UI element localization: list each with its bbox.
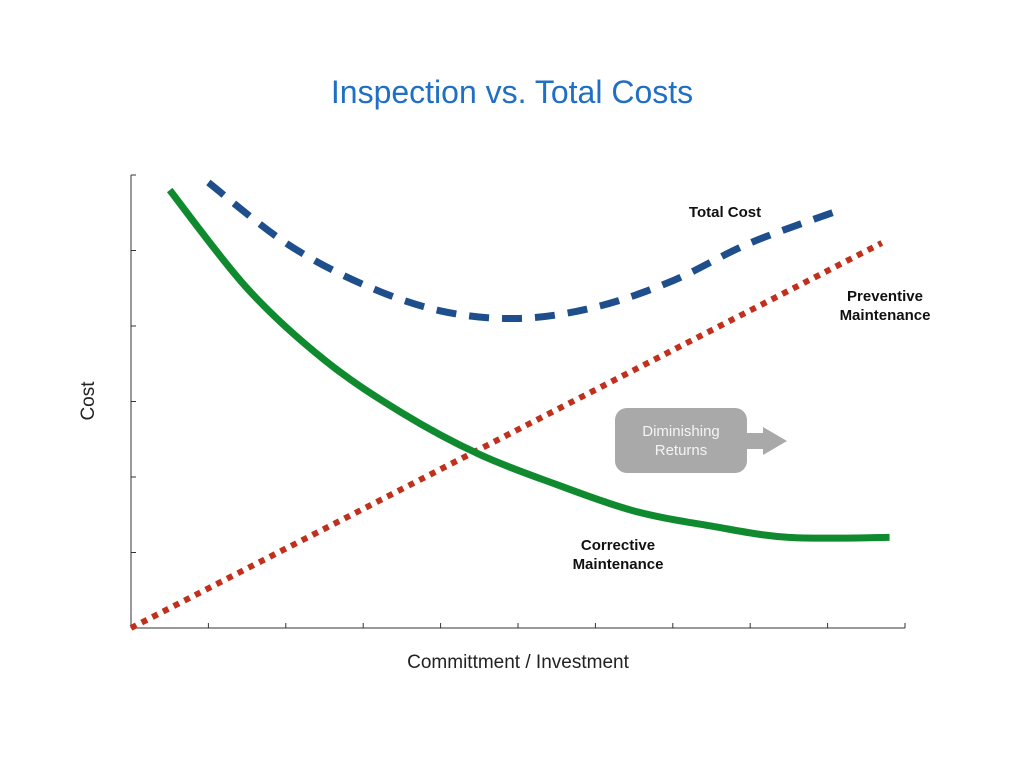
x-axis-label: Committment / Investment (407, 652, 629, 673)
series-line-total-cost (206, 179, 845, 323)
preventive-maintenance-label: Preventive Maintenance (839, 288, 931, 324)
diminishing-returns-arrow-icon (747, 427, 787, 455)
chart-title: Inspection vs. Total Costs (330, 74, 694, 110)
axes (130, 174, 906, 629)
corrective-maintenance-label: Corrective Maintenance (572, 537, 664, 573)
series-line-preventive-maintenance (129, 240, 884, 631)
diminishing-returns-box: Diminishing Returns (615, 408, 747, 473)
series-line-corrective-maintenance (166, 187, 890, 542)
y-axis-label: Cost (78, 381, 99, 421)
series-layer (129, 179, 890, 631)
total-cost-label: Total Cost (688, 204, 762, 221)
